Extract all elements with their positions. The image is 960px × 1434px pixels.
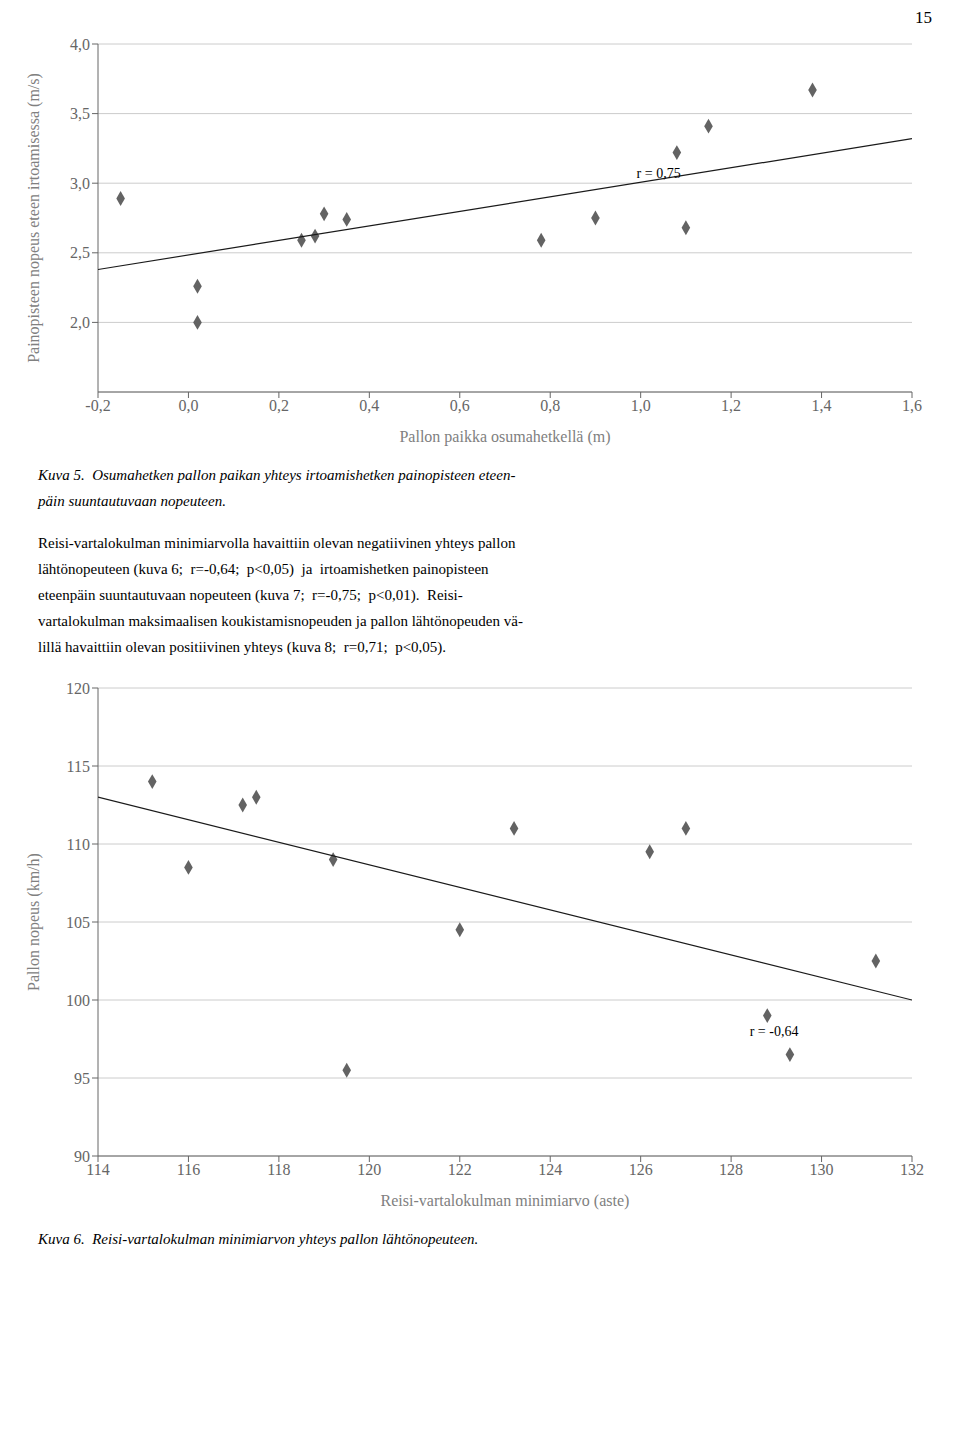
svg-text:1,2: 1,2 [721, 397, 741, 414]
svg-text:110: 110 [67, 836, 90, 853]
svg-text:114: 114 [86, 1161, 110, 1179]
svg-text:Pallon paikka osumahetkellä (m: Pallon paikka osumahetkellä (m) [399, 428, 610, 446]
svg-text:90: 90 [74, 1148, 90, 1165]
svg-text:0,0: 0,0 [178, 397, 198, 414]
svg-text:1,6: 1,6 [902, 397, 922, 414]
svg-text:Reisi-vartalokulman minimiarvo: Reisi-vartalokulman minimiarvo (aste) [381, 1192, 630, 1210]
svg-text:3,0: 3,0 [70, 175, 90, 192]
html-text:eteenpäin suuntautuvaan nopeut: eteenpäin suuntautuvaan nopeuteen (kuva … [38, 587, 463, 603]
html-text:lähtönopeuteen (kuva 6; r=-0,6: lähtönopeuteen (kuva 6; r=-0,64; p<0,05)… [38, 561, 489, 577]
svg-text:4,0: 4,0 [70, 36, 90, 53]
svg-text:105: 105 [66, 914, 90, 931]
html-text:vartalokulman maksimaalisen ko: vartalokulman maksimaalisen koukistamisn… [38, 613, 523, 629]
svg-text:95: 95 [74, 1070, 90, 1087]
svg-text:120: 120 [66, 680, 90, 697]
svg-text:0,2: 0,2 [269, 397, 289, 414]
svg-text:1,4: 1,4 [812, 397, 832, 414]
html-text:Kuva 6. Reisi-vartalokulman mi: Kuva 6. Reisi-vartalokulman minimiarvon … [38, 1231, 479, 1247]
svg-text:1,0: 1,0 [631, 397, 651, 414]
html-text:Kuva 5. Osumahetken pallon pai: Kuva 5. Osumahetken pallon paikan yhteys… [38, 467, 516, 483]
svg-text:120: 120 [357, 1161, 381, 1178]
svg-text:3,5: 3,5 [70, 105, 90, 122]
svg-text:2,0: 2,0 [70, 314, 90, 331]
svg-text:128: 128 [719, 1161, 743, 1178]
svg-text:0,6: 0,6 [450, 397, 470, 414]
svg-text:132: 132 [900, 1161, 924, 1178]
svg-text:130: 130 [810, 1161, 834, 1178]
svg-text:Pallon nopeus (km/h): Pallon nopeus (km/h) [25, 853, 43, 991]
svg-text:0,4: 0,4 [359, 397, 379, 414]
html-text:15: 15 [915, 8, 932, 27]
svg-text:100: 100 [66, 992, 90, 1009]
svg-text:2,5: 2,5 [70, 244, 90, 261]
svg-text:122: 122 [448, 1161, 472, 1178]
svg-text:r = -0,64: r = -0,64 [750, 1024, 799, 1039]
svg-text:0,8: 0,8 [540, 397, 560, 414]
html-text:Reisi-vartalokulman minimiarvo: Reisi-vartalokulman minimiarvolla havait… [38, 535, 516, 551]
svg-text:116: 116 [177, 1161, 200, 1178]
svg-text:Painopisteen nopeus eteen irto: Painopisteen nopeus eteen irtoamisessa (… [25, 73, 43, 363]
svg-text:-0,2: -0,2 [85, 397, 110, 414]
html-text:päin suuntautuvaan nopeuteen.: päin suuntautuvaan nopeuteen. [38, 493, 226, 509]
svg-text:124: 124 [538, 1161, 562, 1178]
svg-text:126: 126 [629, 1161, 653, 1178]
svg-text:118: 118 [267, 1161, 290, 1178]
svg-text:r = 0,75: r = 0,75 [637, 166, 681, 181]
svg-text:115: 115 [67, 758, 90, 775]
html-text:lillä havaittiin olevan positi: lillä havaittiin olevan positiivinen yht… [38, 639, 447, 655]
